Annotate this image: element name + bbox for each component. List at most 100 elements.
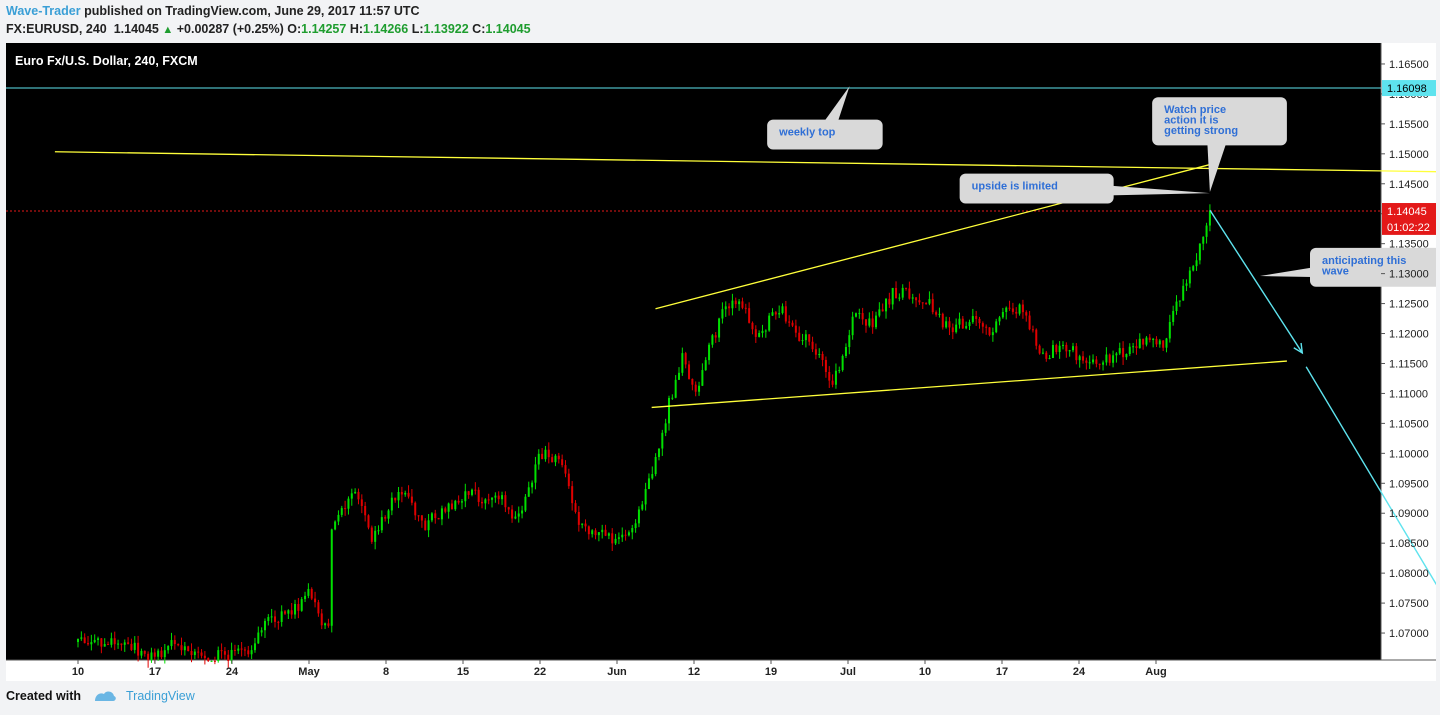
candle-body bbox=[718, 318, 721, 338]
candle-body bbox=[120, 643, 123, 645]
x-tick-label: 12 bbox=[688, 666, 700, 678]
author-link[interactable]: Wave-Trader bbox=[6, 4, 81, 18]
candle-body bbox=[554, 455, 557, 463]
candle-body bbox=[1168, 321, 1171, 339]
chart-container[interactable]: weekly top Watch price action it is getting… bbox=[6, 43, 1440, 681]
candle-body bbox=[180, 645, 183, 651]
price-change: +0.00287 (+0.25%) bbox=[176, 22, 284, 36]
candle-body bbox=[193, 651, 196, 656]
candle-body bbox=[1021, 304, 1024, 313]
candle-body bbox=[551, 457, 554, 463]
candle-body bbox=[614, 538, 617, 544]
price-label-text: 1.14045 bbox=[1387, 206, 1427, 218]
y-tick-label: 1.16500 bbox=[1389, 59, 1429, 71]
candle-body bbox=[494, 495, 497, 498]
candle-body bbox=[250, 650, 253, 655]
candle-body bbox=[1045, 352, 1048, 359]
candle-body bbox=[133, 642, 136, 650]
candle-body bbox=[574, 503, 577, 512]
time-scale: 10 17 24 May 8 15 22 Jun 12 19 Jul 10 17 24 Aug bbox=[72, 660, 1167, 678]
candle-body bbox=[1122, 348, 1125, 358]
candle-body bbox=[577, 511, 580, 525]
candle-body bbox=[875, 315, 878, 328]
low-value: 1.13922 bbox=[423, 22, 469, 36]
candle-body bbox=[557, 455, 560, 460]
candle-body bbox=[631, 528, 634, 533]
candle-body bbox=[654, 456, 657, 475]
candle-body bbox=[83, 637, 86, 644]
candle-body bbox=[460, 501, 463, 503]
candle-body bbox=[711, 335, 714, 345]
candle-body bbox=[217, 650, 220, 662]
candle-body bbox=[688, 364, 691, 379]
candle-body bbox=[651, 474, 654, 479]
candle-body bbox=[935, 312, 938, 315]
candle-body bbox=[858, 313, 861, 315]
candle-body bbox=[918, 300, 921, 303]
time-axis[interactable] bbox=[6, 660, 1436, 681]
candle-body bbox=[1125, 353, 1128, 358]
candle-body bbox=[1025, 312, 1028, 316]
candle-body bbox=[1145, 337, 1148, 345]
candle-body bbox=[641, 504, 644, 510]
candle-body bbox=[965, 326, 968, 329]
candle-body bbox=[824, 359, 827, 373]
candle-body bbox=[280, 611, 283, 622]
symbol-label: FX:EURUSD, 240 bbox=[6, 22, 107, 36]
up-triangle-icon: ▲ bbox=[162, 24, 174, 36]
candle-body bbox=[237, 648, 240, 651]
candle-body bbox=[988, 327, 991, 336]
candle-body bbox=[768, 315, 771, 331]
candle-body bbox=[1155, 338, 1158, 345]
candle-body bbox=[624, 534, 627, 536]
candle-body bbox=[454, 500, 457, 510]
price-axis[interactable] bbox=[1381, 43, 1436, 660]
candle-body bbox=[607, 533, 610, 536]
plot-background[interactable] bbox=[6, 43, 1381, 660]
candle-body bbox=[821, 354, 824, 360]
x-tick-label: 17 bbox=[996, 666, 1008, 678]
candle-body bbox=[307, 588, 310, 596]
candle-body bbox=[871, 318, 874, 328]
candle-body bbox=[167, 646, 170, 651]
candle-body bbox=[995, 321, 998, 333]
candle-body bbox=[537, 453, 540, 465]
candle-body bbox=[564, 465, 567, 474]
candle-body bbox=[728, 306, 731, 309]
candle-body bbox=[664, 423, 667, 433]
candle-body bbox=[731, 300, 734, 309]
candle-body bbox=[270, 616, 273, 618]
candle-body bbox=[287, 610, 290, 614]
candle-body bbox=[284, 611, 287, 614]
publish-line: Wave-Trader published on TradingView.com… bbox=[6, 4, 420, 18]
candle-body bbox=[233, 649, 236, 651]
candle-body bbox=[1072, 346, 1075, 351]
candle-body bbox=[80, 637, 83, 639]
candle-body bbox=[828, 372, 831, 381]
callout-text: Watch price bbox=[1164, 104, 1226, 116]
candle-body bbox=[390, 497, 393, 511]
candle-body bbox=[881, 309, 884, 312]
candle-body bbox=[1015, 311, 1018, 314]
open-value: 1.14257 bbox=[301, 22, 347, 36]
candle-body bbox=[310, 588, 313, 599]
candle-body bbox=[327, 623, 330, 626]
candle-body bbox=[888, 298, 891, 305]
candle-body bbox=[647, 478, 650, 490]
candle-body bbox=[394, 497, 397, 501]
candle-body bbox=[804, 334, 807, 341]
price-label-tag bbox=[1382, 80, 1436, 97]
tradingview-link[interactable]: TradingView bbox=[125, 689, 195, 703]
candle-body bbox=[611, 533, 614, 544]
candle-body bbox=[891, 287, 894, 305]
candle-body bbox=[257, 632, 260, 644]
candle-body bbox=[1195, 260, 1198, 267]
y-tick-label: 1.07500 bbox=[1389, 598, 1429, 610]
price-label-text: 1.16098 bbox=[1387, 83, 1427, 95]
candle-body bbox=[678, 372, 681, 380]
candle-body bbox=[367, 515, 370, 528]
candle-body bbox=[684, 353, 687, 365]
candle-body bbox=[1118, 348, 1121, 354]
candle-body bbox=[971, 316, 974, 323]
